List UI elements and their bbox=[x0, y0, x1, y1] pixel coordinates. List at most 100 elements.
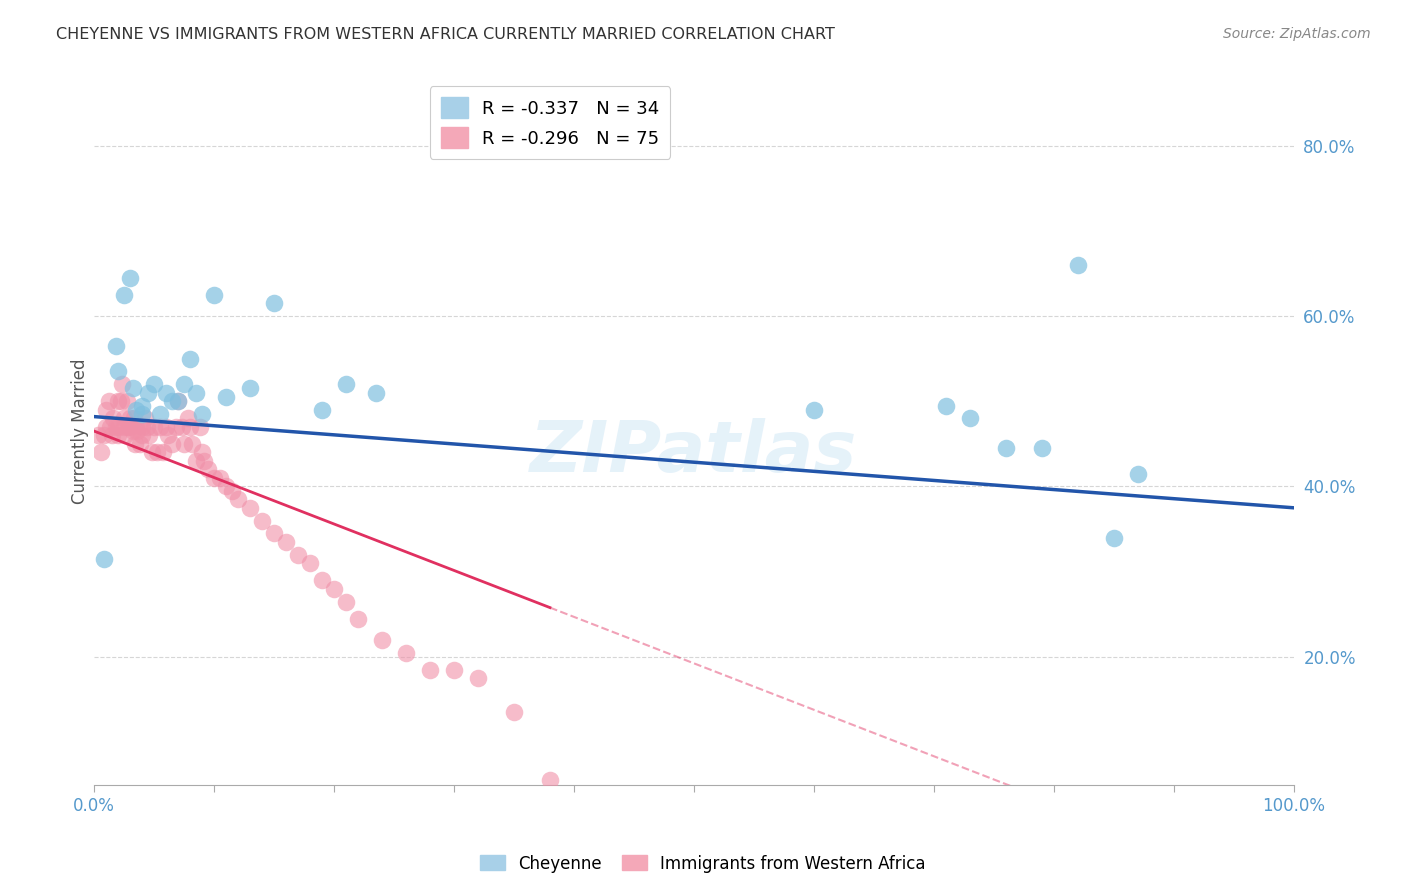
Point bbox=[935, 399, 957, 413]
Point bbox=[311, 402, 333, 417]
Point bbox=[1102, 531, 1125, 545]
Point bbox=[173, 437, 195, 451]
Point bbox=[121, 382, 143, 396]
Point bbox=[117, 420, 139, 434]
Point bbox=[152, 445, 174, 459]
Point bbox=[419, 663, 441, 677]
Point bbox=[122, 411, 145, 425]
Point bbox=[803, 402, 825, 417]
Point bbox=[239, 500, 262, 515]
Point bbox=[167, 394, 190, 409]
Point bbox=[1031, 441, 1053, 455]
Point bbox=[115, 394, 138, 409]
Point bbox=[98, 420, 121, 434]
Point bbox=[120, 411, 142, 425]
Point bbox=[145, 445, 167, 459]
Text: ZIPatlas: ZIPatlas bbox=[530, 417, 858, 487]
Point bbox=[181, 437, 204, 451]
Point bbox=[131, 428, 153, 442]
Point bbox=[197, 462, 219, 476]
Point bbox=[131, 407, 153, 421]
Point bbox=[176, 411, 198, 425]
Point bbox=[111, 377, 134, 392]
Point bbox=[136, 385, 159, 400]
Point bbox=[395, 646, 418, 660]
Point bbox=[335, 377, 357, 392]
Point bbox=[120, 270, 142, 285]
Point bbox=[335, 594, 357, 608]
Point bbox=[179, 420, 201, 434]
Point bbox=[110, 394, 132, 409]
Point bbox=[93, 552, 115, 566]
Point bbox=[135, 420, 157, 434]
Point bbox=[364, 385, 387, 400]
Point bbox=[107, 364, 129, 378]
Point bbox=[173, 377, 195, 392]
Point bbox=[371, 632, 394, 647]
Point bbox=[143, 420, 166, 434]
Text: Source: ZipAtlas.com: Source: ZipAtlas.com bbox=[1223, 27, 1371, 41]
Point bbox=[239, 382, 262, 396]
Point bbox=[121, 424, 143, 438]
Point bbox=[467, 671, 489, 685]
Legend: R = -0.337   N = 34, R = -0.296   N = 75: R = -0.337 N = 34, R = -0.296 N = 75 bbox=[430, 87, 671, 159]
Point bbox=[188, 420, 211, 434]
Point bbox=[287, 548, 309, 562]
Point bbox=[97, 394, 120, 409]
Point bbox=[193, 454, 215, 468]
Point bbox=[120, 420, 142, 434]
Point bbox=[131, 420, 153, 434]
Point bbox=[124, 437, 146, 451]
Point bbox=[191, 407, 214, 421]
Legend: Cheyenne, Immigrants from Western Africa: Cheyenne, Immigrants from Western Africa bbox=[474, 848, 932, 880]
Point bbox=[165, 420, 187, 434]
Point bbox=[104, 339, 127, 353]
Point bbox=[179, 351, 201, 366]
Point bbox=[138, 428, 160, 442]
Point bbox=[311, 573, 333, 587]
Point bbox=[107, 428, 129, 442]
Point bbox=[959, 411, 981, 425]
Point bbox=[112, 420, 135, 434]
Point bbox=[167, 394, 190, 409]
Point bbox=[141, 445, 163, 459]
Y-axis label: Currently Married: Currently Married bbox=[72, 359, 89, 504]
Point bbox=[87, 428, 110, 442]
Point bbox=[299, 556, 322, 570]
Point bbox=[215, 479, 238, 493]
Point bbox=[104, 420, 127, 434]
Point bbox=[347, 611, 370, 625]
Point bbox=[94, 402, 117, 417]
Point bbox=[112, 411, 135, 425]
Point bbox=[538, 773, 561, 788]
Point bbox=[128, 437, 150, 451]
Point bbox=[94, 420, 117, 434]
Point bbox=[112, 287, 135, 301]
Point bbox=[103, 411, 125, 425]
Point bbox=[263, 296, 285, 310]
Text: CHEYENNE VS IMMIGRANTS FROM WESTERN AFRICA CURRENTLY MARRIED CORRELATION CHART: CHEYENNE VS IMMIGRANTS FROM WESTERN AFRI… bbox=[56, 27, 835, 42]
Point bbox=[1126, 467, 1149, 481]
Point bbox=[215, 390, 238, 404]
Point bbox=[149, 420, 172, 434]
Point bbox=[93, 428, 115, 442]
Point bbox=[157, 428, 180, 442]
Point bbox=[184, 454, 207, 468]
Point bbox=[127, 424, 149, 438]
Point bbox=[90, 445, 112, 459]
Point bbox=[107, 420, 129, 434]
Point bbox=[263, 526, 285, 541]
Point bbox=[226, 492, 249, 507]
Point bbox=[202, 471, 225, 485]
Point bbox=[274, 534, 297, 549]
Point bbox=[503, 706, 526, 720]
Point bbox=[443, 663, 465, 677]
Point bbox=[221, 483, 243, 498]
Point bbox=[125, 420, 148, 434]
Point bbox=[202, 287, 225, 301]
Point bbox=[101, 428, 124, 442]
Point bbox=[160, 394, 183, 409]
Point bbox=[149, 407, 172, 421]
Point bbox=[143, 377, 166, 392]
Point bbox=[155, 420, 177, 434]
